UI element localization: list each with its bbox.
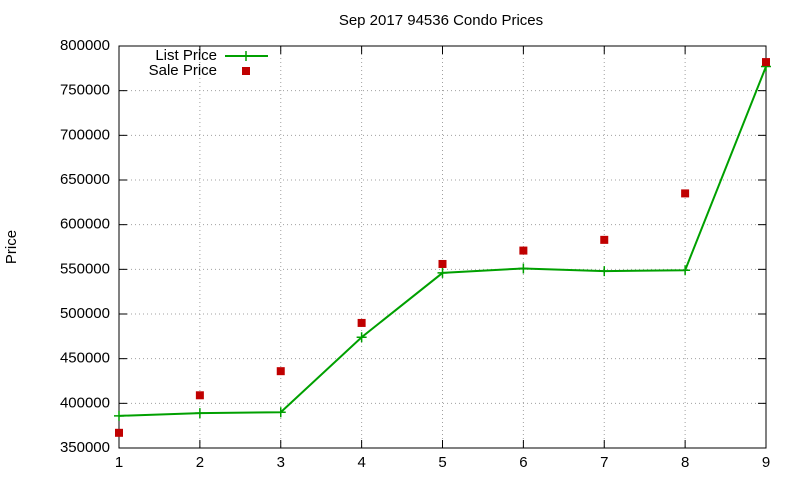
x-tick-label: 2 bbox=[196, 454, 204, 471]
point bbox=[681, 189, 690, 198]
point bbox=[115, 428, 123, 437]
point bbox=[518, 263, 529, 274]
chart-title: Sep 2017 94536 Condo Prices bbox=[339, 12, 543, 29]
y-tick-label: 550000 bbox=[60, 260, 110, 277]
point bbox=[114, 410, 124, 421]
point bbox=[438, 259, 447, 268]
y-tick-label: 350000 bbox=[60, 439, 110, 456]
y-axis-label: Price bbox=[3, 230, 20, 264]
point bbox=[276, 367, 285, 376]
x-tick-label: 9 bbox=[762, 454, 770, 471]
legend-label: Sale Price bbox=[149, 62, 217, 79]
point bbox=[356, 332, 367, 343]
x-tick-label: 1 bbox=[115, 454, 123, 471]
x-tick-label: 5 bbox=[438, 454, 446, 471]
y-tick-label: 500000 bbox=[60, 305, 110, 322]
x-tick-label: 6 bbox=[519, 454, 527, 471]
x-tick-label: 8 bbox=[681, 454, 689, 471]
point bbox=[357, 318, 366, 327]
point bbox=[194, 408, 205, 419]
y-tick-label: 750000 bbox=[60, 82, 110, 99]
point bbox=[195, 391, 204, 400]
legend-symbol bbox=[242, 67, 250, 75]
x-tick-label: 3 bbox=[277, 454, 285, 471]
legend-symbol bbox=[241, 51, 251, 61]
y-tick-label: 700000 bbox=[60, 126, 110, 143]
point bbox=[519, 246, 528, 255]
x-tick-label: 7 bbox=[600, 454, 608, 471]
point bbox=[762, 58, 770, 67]
point bbox=[600, 235, 609, 244]
point bbox=[437, 267, 448, 278]
y-tick-label: 400000 bbox=[60, 394, 110, 411]
point bbox=[275, 407, 286, 418]
y-tick-label: 650000 bbox=[60, 171, 110, 188]
point bbox=[680, 265, 691, 276]
plot-frame bbox=[118, 45, 767, 449]
point bbox=[599, 266, 610, 277]
x-tick-label: 4 bbox=[357, 454, 365, 471]
legend-label: List Price bbox=[155, 47, 217, 64]
y-tick-label: 600000 bbox=[60, 216, 110, 233]
y-tick-label: 800000 bbox=[60, 37, 110, 54]
y-tick-label: 450000 bbox=[60, 350, 110, 367]
